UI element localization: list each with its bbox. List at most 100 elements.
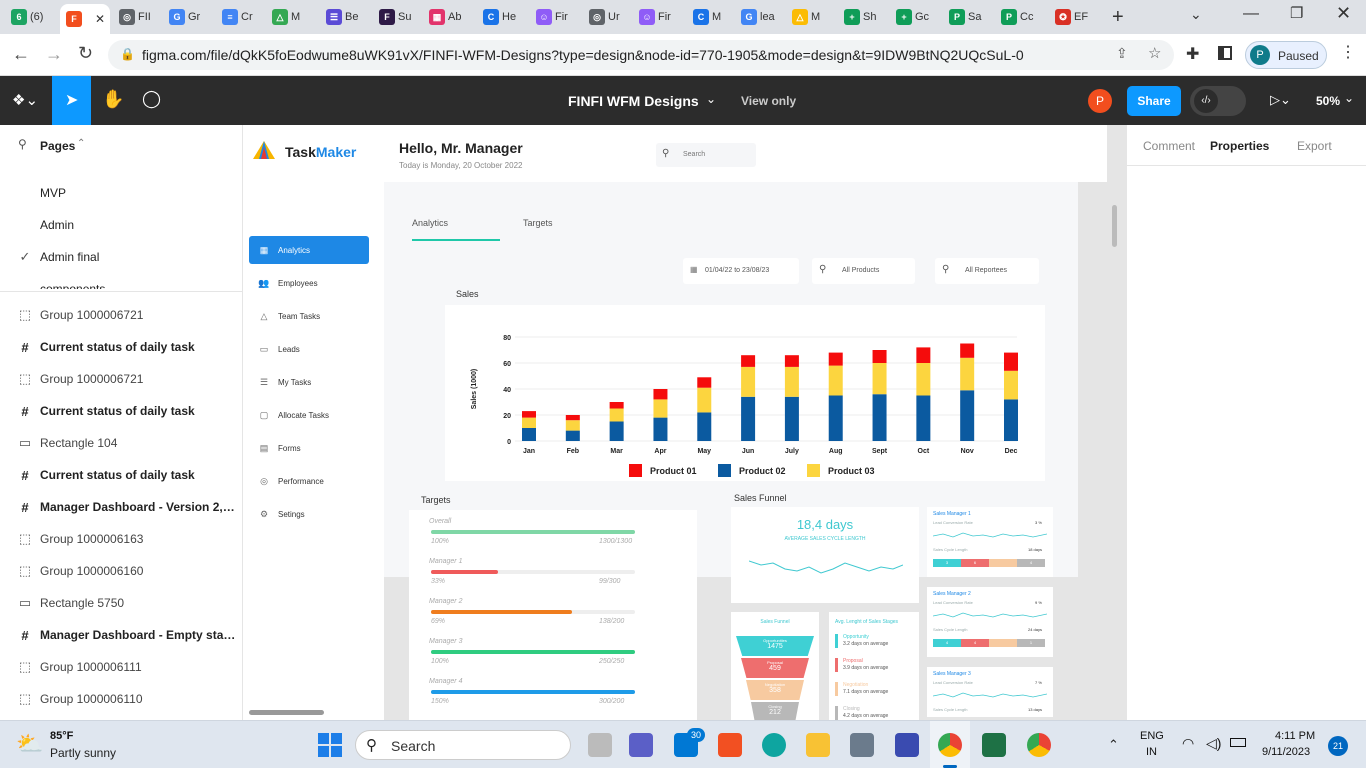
design-nav-item[interactable]: ☰ My Tasks [249,368,369,396]
design-nav-item[interactable]: 👥 Employees [249,269,369,297]
layer-row[interactable]: ⬚ Group 1000006163 [0,523,242,555]
browser-tab[interactable]: ☰ Be [320,4,360,30]
side-panel-icon[interactable] [1218,46,1232,60]
zoom-level[interactable]: 50% [1316,94,1341,108]
teams-icon[interactable] [629,733,653,757]
clock-time[interactable]: 4:11 PM [1275,730,1316,742]
chrome-profile-icon[interactable] [1027,733,1051,757]
weather-text[interactable]: Partly sunny [50,746,117,760]
canvas-scrollbar-vertical[interactable] [1112,205,1117,247]
browser-tab[interactable]: + Gc [890,4,930,30]
hand-tool-icon[interactable]: ✋ [102,89,125,109]
excel-icon[interactable] [982,733,1006,757]
battery-icon[interactable] [1230,738,1246,747]
new-tab-button[interactable]: + [1112,5,1124,28]
products-filter[interactable]: ⚲ All Products [812,258,915,284]
browser-tab[interactable]: P Sa [943,4,983,30]
present-icon[interactable]: ▷⌄ [1270,92,1291,107]
vpn-icon[interactable] [895,733,919,757]
browser-tab[interactable]: C He [477,4,517,30]
design-nav-item[interactable]: ▢ Allocate Tasks [249,401,369,429]
edge-icon[interactable] [762,733,786,757]
user-avatar[interactable]: P [1088,89,1112,113]
layer-row[interactable]: # Current status of daily task [0,459,242,491]
page-item[interactable]: MVP [0,177,242,209]
layer-row[interactable]: # Manager Dashboard - Version 2, if... [0,491,242,523]
close-tab-icon[interactable]: ✕ [95,12,106,26]
layer-row[interactable]: ▭ Rectangle 104 [0,427,242,459]
canvas-scrollbar-horizontal[interactable] [249,710,324,715]
task-view-icon[interactable] [588,733,612,757]
browser-tab[interactable]: △ M [786,4,826,30]
dev-mode-toggle[interactable]: ‹/› [1190,86,1246,116]
pages-collapse-icon[interactable]: ⌃ [77,138,86,149]
lang-a[interactable]: ENG [1140,730,1164,742]
browser-tab[interactable]: ☺ Fir [633,4,673,30]
back-icon[interactable]: ← [12,44,30,64]
profile-button[interactable]: P Paused [1245,41,1327,69]
app-icon[interactable] [850,733,874,757]
tab-export[interactable]: Export [1297,139,1332,153]
figma-menu-icon[interactable]: ❖⌄ [12,92,39,109]
reload-icon[interactable]: ↻ [78,43,94,63]
tab-comment[interactable]: Comment [1143,139,1196,153]
wifi-icon[interactable]: ◠ [1182,735,1195,751]
layer-row[interactable]: ⬚ Group 1000006721 [0,299,242,331]
layer-row[interactable]: ▭ Rectangle 5750 [0,587,242,619]
weather-icon[interactable]: ⛅ [16,731,44,756]
file-menu-chevron-icon[interactable]: ⌄ [706,92,717,106]
browser-tab[interactable]: + Sh [838,4,878,30]
browser-tab[interactable]: ▦ Ab [423,4,463,30]
browser-tab[interactable]: 6 (6) [5,4,45,30]
tray-chevron-icon[interactable]: ⌃ [1108,737,1119,752]
comment-tool-icon[interactable]: ◯ [142,89,162,108]
date-filter[interactable]: ▦ 01/04/22 to 23/08/23 [683,258,799,284]
weather-temp[interactable]: 85°F [50,730,74,742]
design-canvas[interactable]: TaskMaker ▦ Analytics 👥 Employees △ Team Task… [243,125,1126,720]
url-box[interactable]: 🔒 figma.com/file/dQkK5foEodwume8uWK91vX/… [108,40,1174,70]
browser-tab[interactable]: F Su [373,4,413,30]
design-search-input[interactable]: ⚲ Search [656,143,756,167]
page-item[interactable]: Admin [0,209,242,241]
forward-icon[interactable]: → [45,44,63,64]
lang-b[interactable]: IN [1146,746,1157,758]
bookmark-star-icon[interactable]: ☆ [1148,45,1162,62]
file-explorer-icon[interactable] [806,733,830,757]
share-page-icon[interactable]: ⇪ [1116,45,1128,61]
layer-row[interactable]: # Current status of daily task [0,331,242,363]
layer-row[interactable]: ⬚ Group 1000006721 [0,363,242,395]
minimize-icon[interactable]: — [1243,5,1259,22]
file-name[interactable]: FINFI WFM Designs [568,93,699,109]
close-window-icon[interactable]: ✕ [1336,3,1352,23]
tab-properties[interactable]: Properties [1210,139,1270,153]
browser-tab[interactable]: ◎ FII [113,4,153,30]
extensions-icon[interactable]: ✚ [1186,46,1200,63]
browser-tab[interactable]: F ✕ [60,4,110,34]
browser-tab[interactable]: P Cc [995,4,1035,30]
clock-date[interactable]: 9/11/2023 [1262,746,1311,758]
taskbar-search[interactable]: ⚲ Search [355,730,571,760]
volume-icon[interactable]: ◁) [1206,735,1222,751]
notification-badge[interactable]: 21 [1328,736,1348,756]
chrome-taskbar-active[interactable] [930,721,970,768]
pages-label[interactable]: Pages [40,139,76,153]
tab-search-chevron-icon[interactable]: ⌄ [1190,6,1202,22]
page-item[interactable]: ✓ Admin final [0,241,242,273]
page-item[interactable]: components [0,273,242,289]
browser-tab[interactable]: △ M [266,4,306,30]
browser-menu-icon[interactable]: ⋮ [1340,44,1356,61]
reportees-filter[interactable]: ⚲ All Reportees [935,258,1039,284]
design-nav-item[interactable]: ▦ Analytics [249,236,369,264]
browser-tab[interactable]: ✪ EF [1049,4,1089,30]
tab-targets[interactable]: Targets [523,218,553,228]
design-nav-item[interactable]: ▤ Forms [249,434,369,462]
zoom-chevron-icon[interactable]: ⌄ [1344,91,1355,105]
layer-row[interactable]: # Current status of daily task [0,395,242,427]
layer-row[interactable]: ⬚ Group 1000006160 [0,555,242,587]
design-nav-item[interactable]: △ Team Tasks [249,302,369,330]
start-icon[interactable] [318,733,342,757]
layer-row[interactable]: ⬚ Group 1000006110 [0,683,242,715]
share-button[interactable]: Share [1127,86,1181,116]
browser-tab[interactable]: ◎ Ur [583,4,623,30]
